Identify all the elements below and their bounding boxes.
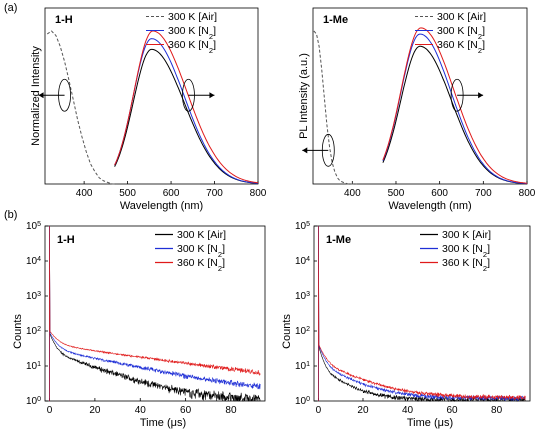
y-tick-label: 104 [26, 256, 41, 268]
axis-arrow-head [478, 92, 484, 99]
x-tick-label: 0 [316, 405, 322, 416]
x-axis-label: Time (μs) [407, 417, 453, 429]
legend-label: 300 K [Air] [177, 229, 226, 241]
x-axis-label: Wavelength (nm) [120, 200, 203, 212]
axis-arrow-head [38, 92, 44, 99]
y-axis-label: Counts [12, 314, 24, 349]
panel-label-a: (a) [4, 2, 17, 14]
series-line-emission [382, 33, 527, 184]
chart-title: 1-H [57, 234, 75, 246]
y-tick-label: 103 [295, 291, 310, 303]
series-line-decay [318, 225, 526, 401]
y-tick-label: 100 [295, 396, 310, 408]
x-tick-label: 500 [388, 188, 405, 199]
series-line-decay [49, 225, 261, 401]
legend-label: 300 K [N2] [437, 25, 485, 41]
plot-frame [44, 225, 266, 402]
x-tick-label: 700 [475, 188, 492, 199]
legend-label: 300 K [N2] [177, 243, 225, 259]
x-tick-label: 400 [76, 188, 93, 199]
y-tick-label: 101 [295, 361, 310, 373]
y-tick-label: 105 [295, 221, 310, 233]
y-tick-label: 100 [26, 396, 41, 408]
x-tick-label: 40 [135, 405, 147, 416]
x-tick-label: 20 [357, 405, 369, 416]
x-tick-label: 80 [491, 405, 503, 416]
legend-label: 360 K [N2] [437, 39, 485, 55]
legend-label: 300 K [Air] [437, 11, 486, 23]
y-axis-label-left: Normalized Intensity [30, 46, 42, 146]
series-line-excitation [46, 30, 117, 185]
legend-label: 300 K [N2] [168, 25, 216, 41]
series-line-emission [114, 30, 259, 184]
y-tick-label: 104 [295, 256, 310, 268]
x-tick-label: 800 [250, 188, 267, 199]
legend-label: 360 K [N2] [168, 39, 216, 55]
legend-label: 360 K [N2] [442, 257, 490, 273]
series-line-emission [114, 38, 259, 184]
plot-frame [44, 7, 259, 185]
x-axis-label: Wavelength (nm) [388, 200, 471, 212]
x-tick-label: 0 [47, 405, 53, 416]
y-tick-label: 102 [26, 326, 41, 338]
series-line-decay [49, 225, 261, 402]
series-line-emission [382, 45, 528, 185]
chart-b-1Me: 0 20 40 60 80 100 101 102 103 104 105 Time (μs) Coun… [281, 221, 531, 429]
x-tick-label: 80 [225, 405, 237, 416]
x-tick-label: 60 [446, 405, 458, 416]
chart-title: 1-Me [323, 14, 348, 26]
y-tick-label: 101 [26, 361, 41, 373]
x-tick-label: 800 [519, 188, 536, 199]
y-tick-label: 103 [26, 291, 41, 303]
x-tick-label: 700 [206, 188, 223, 199]
axis-arrow-head [302, 147, 308, 154]
series-line-emission [114, 48, 259, 184]
x-tick-label: 400 [344, 188, 361, 199]
chart-a-1H: 400 500 600 700 800 Wavelength (nm) Normalized… [30, 7, 267, 212]
panel-label-b: (b) [4, 209, 17, 221]
series-line-emission [382, 27, 528, 184]
plot-frame [312, 7, 528, 185]
x-axis-label: Time (μs) [140, 417, 186, 429]
y-tick-label: 105 [26, 221, 41, 233]
chart-b-1H: 0 20 40 60 80 100 101 102 103 104 105 Time (μs) Coun… [12, 221, 266, 429]
x-tick-label: 40 [402, 405, 414, 416]
x-tick-label: 600 [431, 188, 448, 199]
series-line-excitation [313, 30, 357, 185]
legend-label: 300 K [N2] [442, 243, 490, 259]
axis-arrow-head [209, 92, 215, 99]
legend-label: 300 K [Air] [168, 11, 217, 23]
chart-a-1Me: 400 500 600 700 800 Wavelength (nm) PL Intensi… [298, 7, 536, 212]
series-line-decay [49, 225, 261, 401]
x-tick-label: 500 [119, 188, 136, 199]
chart-title: 1-H [55, 14, 73, 26]
chart-title: 1-Me [326, 234, 351, 246]
x-tick-label: 60 [180, 405, 192, 416]
plot-frame [313, 225, 531, 402]
y-tick-label: 102 [295, 326, 310, 338]
legend-label: 300 K [Air] [442, 229, 491, 241]
x-tick-label: 600 [163, 188, 180, 199]
legend-label: 360 K [N2] [177, 257, 225, 273]
x-tick-label: 20 [89, 405, 101, 416]
y-axis-label-right: PL Intensity (a.u.) [298, 53, 310, 139]
y-axis-label: Counts [281, 314, 293, 349]
